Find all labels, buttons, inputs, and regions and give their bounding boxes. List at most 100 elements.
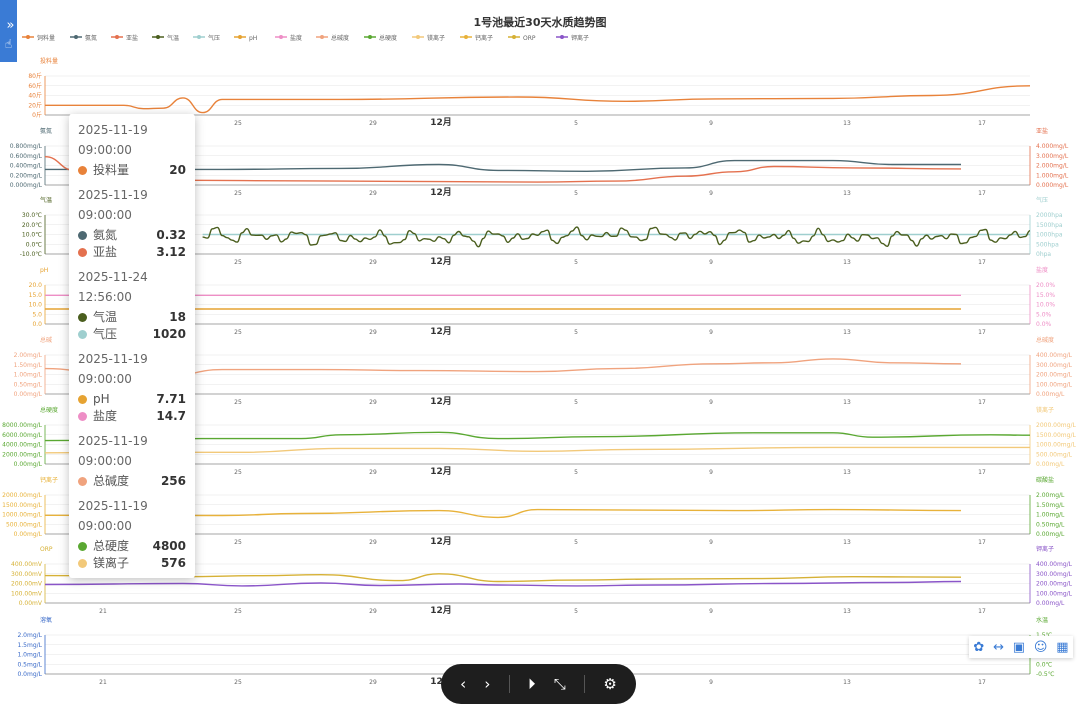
settings-button[interactable]: ⚙ <box>603 675 617 693</box>
tooltip-dot <box>78 330 87 339</box>
x-tick-label: 5 <box>574 608 578 615</box>
left-axis-name: pH <box>40 267 48 274</box>
legend-marker <box>279 35 283 39</box>
y-tick-label: 1000.00mg/L <box>1036 442 1076 449</box>
tooltip-dot <box>78 231 87 240</box>
translate-icon[interactable]: ↔ <box>993 639 1004 655</box>
legend-item[interactable]: 饲料量 <box>22 34 55 42</box>
legend-marker <box>238 35 242 39</box>
x-tick-label: 9 <box>709 120 713 127</box>
series-line <box>44 431 1031 442</box>
x-tick-label: 25 <box>234 120 242 127</box>
x-tick-label: 13 <box>843 120 851 127</box>
x-tick-label: 12月 <box>430 187 452 198</box>
tooltip-dot <box>78 313 87 322</box>
tooltip-time: 2025-11-19 09:00:00 <box>78 188 148 222</box>
legend-item[interactable]: 气温 <box>152 34 179 42</box>
y-tick-label: 15.0 <box>29 292 43 299</box>
y-tick-label: 80斤 <box>28 72 42 80</box>
y-tick-label: 500.00mg/L <box>1036 451 1073 458</box>
tooltip-time: 2025-11-24 12:56:00 <box>78 270 148 304</box>
legend-item[interactable]: 氨氮 <box>70 34 97 42</box>
x-tick-label: 9 <box>709 469 713 476</box>
y-tick-label: 2.000mg/L <box>1036 163 1069 170</box>
legend-marker <box>197 35 201 39</box>
legend-item[interactable]: 气压 <box>193 34 220 42</box>
right-axis-name: 气压 <box>1036 196 1048 204</box>
x-tick-label: 29 <box>369 679 377 686</box>
x-tick-label: 13 <box>843 190 851 197</box>
user-icon[interactable]: ☺ <box>1033 639 1048 655</box>
legend-item[interactable]: 总碱度 <box>316 34 349 42</box>
x-tick-label: 17 <box>978 539 986 546</box>
legend-item[interactable]: 亚盐 <box>111 34 138 42</box>
tooltip-time: 2025-11-19 09:00:00 <box>78 352 148 386</box>
series-line <box>44 508 962 519</box>
chart-panel: 总硬度 镁离子 8000.00mg/L 6000.00mg/L 4000.00mg/L 2… <box>2 406 1076 477</box>
legend-item[interactable]: 盐度 <box>275 34 302 42</box>
grid-icon[interactable]: ▦ <box>1056 639 1069 655</box>
tooltip-series-name: 气压 <box>93 327 118 341</box>
x-tick-label: 17 <box>978 120 986 127</box>
y-tick-label: 20.0℃ <box>22 222 42 229</box>
y-tick-label: 1500.00mg/L <box>2 502 42 509</box>
paw-icon[interactable]: ✿ <box>973 639 985 655</box>
next-button[interactable]: › <box>484 675 491 693</box>
y-tick-label: 2000hpa <box>1036 212 1063 219</box>
x-tick-label: 25 <box>234 329 242 336</box>
y-tick-label: 5.0% <box>1036 311 1052 318</box>
prev-button[interactable]: ‹ <box>460 675 467 693</box>
y-tick-label: 10.0% <box>1036 302 1055 309</box>
y-tick-label: 200.00mg/L <box>1036 581 1073 588</box>
legend-item[interactable]: ORP <box>508 35 536 42</box>
y-tick-label: 0.0℃ <box>26 241 43 248</box>
play-button[interactable]: ⏵ <box>527 675 536 693</box>
y-tick-label: 0.00mg/L <box>14 391 43 398</box>
x-tick-label: 25 <box>234 608 242 615</box>
x-tick-label: 5 <box>574 190 578 197</box>
tooltip-group: 2025-11-19 09:00:00 pH 7.71 盐度 14.7 <box>78 349 186 425</box>
tooltip-dot <box>78 559 87 568</box>
tooltip-time: 2025-11-19 09:00:00 <box>78 499 148 533</box>
tooltip-time: 2025-11-19 09:00:00 <box>78 434 148 468</box>
tooltip-value: 7.71 <box>156 392 186 406</box>
legend-item[interactable]: 镁离子 <box>412 34 445 42</box>
legend-marker <box>560 35 564 39</box>
y-tick-label: 0斤 <box>32 111 42 119</box>
tooltip-row: 总碱度 256 <box>78 473 186 490</box>
x-tick-label: 25 <box>234 259 242 266</box>
x-tick-label: 9 <box>709 259 713 266</box>
toolbox-icon[interactable]: ▣ <box>1012 639 1026 655</box>
tooltip-dot <box>78 542 87 551</box>
legend-item[interactable]: 总硬度 <box>364 34 397 42</box>
x-tick-label: 5 <box>574 259 578 266</box>
legend-item[interactable]: 钙离子 <box>460 34 493 42</box>
tooltip-series-name: pH <box>93 392 110 406</box>
tooltip-series-name: 氨氮 <box>93 228 118 242</box>
legend-label: 氨氮 <box>85 34 97 42</box>
x-tick-label: 29 <box>369 329 377 336</box>
y-tick-label: 1.0mg/L <box>17 652 42 659</box>
tooltip-group: 2025-11-19 09:00:00 总碱度 256 <box>78 431 186 490</box>
left-axis-name: 总碱 <box>40 336 52 344</box>
y-tick-label: 100.00mg/L <box>1036 381 1073 388</box>
legend-item[interactable]: pH <box>234 35 257 42</box>
fullscreen-button[interactable]: ⤡ <box>553 675 566 693</box>
tooltip-row: 气温 18 <box>78 309 186 326</box>
y-tick-label: 300.00mg/L <box>1036 571 1073 578</box>
y-tick-label: 0.5mg/L <box>17 661 42 668</box>
x-tick-label: 25 <box>234 399 242 406</box>
y-tick-label: 20斤 <box>28 101 42 109</box>
y-tick-label: 0.00mg/L <box>14 461 43 468</box>
x-tick-label: 29 <box>369 608 377 615</box>
sidebar-toggle-button[interactable]: » ☝ <box>0 0 17 62</box>
y-tick-label: 20.0 <box>29 282 43 289</box>
tooltip-dot <box>78 166 87 175</box>
x-tick-label: 9 <box>709 539 713 546</box>
legend-label: pH <box>249 35 257 42</box>
right-axis-name: 水温 <box>1036 616 1048 624</box>
series-line <box>45 159 961 173</box>
y-tick-label: 1.00mg/L <box>1036 512 1065 519</box>
legend-item[interactable]: 钾离子 <box>556 34 589 42</box>
